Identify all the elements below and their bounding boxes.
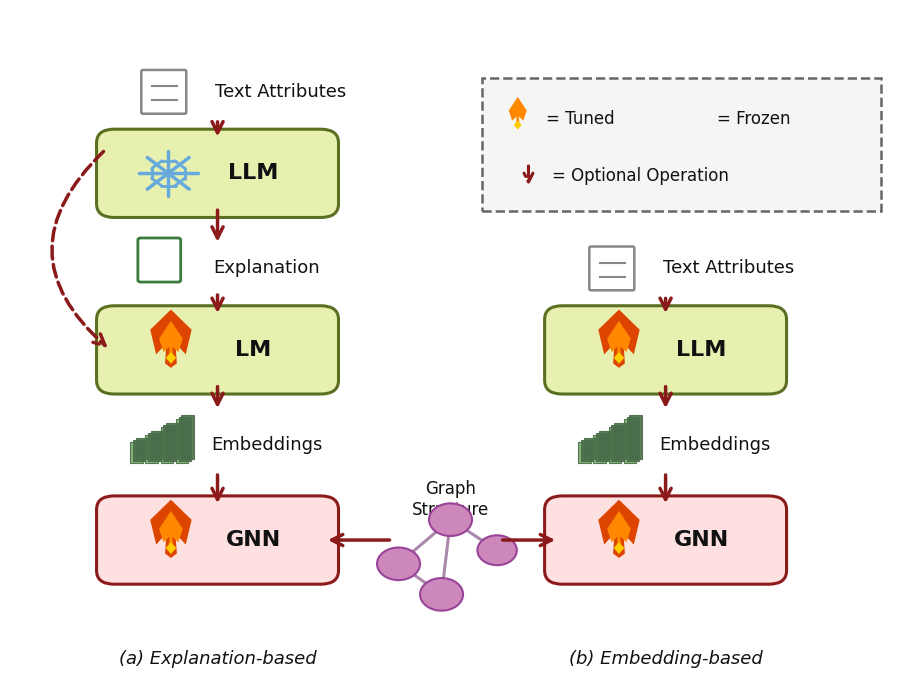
Text: LLM: LLM [676,340,726,360]
FancyBboxPatch shape [146,435,158,463]
FancyBboxPatch shape [609,428,622,463]
FancyBboxPatch shape [630,415,642,459]
Polygon shape [166,352,177,364]
FancyBboxPatch shape [178,417,191,461]
Circle shape [478,535,517,565]
Text: GNN: GNN [226,530,281,550]
Polygon shape [607,511,631,554]
Polygon shape [598,500,640,558]
FancyBboxPatch shape [130,442,143,463]
FancyArrowPatch shape [52,152,105,346]
Circle shape [420,578,463,611]
FancyBboxPatch shape [590,247,634,290]
FancyBboxPatch shape [141,70,187,114]
FancyBboxPatch shape [133,440,146,461]
Text: Embeddings: Embeddings [211,436,322,454]
FancyBboxPatch shape [151,431,163,459]
FancyBboxPatch shape [181,415,194,459]
Text: = Frozen: = Frozen [717,110,790,128]
Text: Text Attributes: Text Attributes [662,259,794,277]
FancyBboxPatch shape [544,496,786,584]
Text: (b) Embedding-based: (b) Embedding-based [569,650,763,668]
Polygon shape [509,97,527,129]
Text: (a) Explanation-based: (a) Explanation-based [118,650,317,668]
FancyBboxPatch shape [161,428,173,463]
FancyBboxPatch shape [583,438,596,459]
Polygon shape [502,89,533,132]
FancyBboxPatch shape [148,433,161,461]
Polygon shape [607,321,631,363]
Polygon shape [613,543,624,554]
Text: Text Attributes: Text Attributes [215,83,346,101]
FancyBboxPatch shape [136,438,148,459]
FancyBboxPatch shape [163,426,176,461]
Polygon shape [514,121,521,130]
Text: = Optional Operation: = Optional Operation [551,167,729,185]
FancyBboxPatch shape [482,78,881,211]
Text: = Tuned: = Tuned [546,110,615,128]
FancyBboxPatch shape [176,419,188,463]
FancyBboxPatch shape [138,238,181,282]
FancyBboxPatch shape [96,496,339,584]
FancyBboxPatch shape [627,417,639,461]
FancyBboxPatch shape [593,435,606,463]
Circle shape [429,503,472,536]
FancyBboxPatch shape [544,306,786,394]
Text: GNN: GNN [673,530,729,550]
Polygon shape [150,310,192,368]
Polygon shape [598,310,640,368]
FancyBboxPatch shape [612,426,624,461]
Polygon shape [613,352,624,364]
Text: Explanation: Explanation [214,259,320,277]
FancyBboxPatch shape [596,433,609,461]
Polygon shape [150,500,192,558]
FancyBboxPatch shape [96,129,339,218]
FancyBboxPatch shape [599,431,612,459]
FancyBboxPatch shape [166,423,178,459]
Polygon shape [159,321,183,363]
FancyBboxPatch shape [578,442,591,463]
FancyBboxPatch shape [581,440,593,461]
Text: LLM: LLM [228,164,278,184]
FancyBboxPatch shape [624,419,636,463]
Text: Graph
Structure: Graph Structure [412,480,490,518]
Polygon shape [166,543,177,554]
Circle shape [377,547,420,580]
FancyBboxPatch shape [614,423,627,459]
Text: LM: LM [236,340,271,360]
Text: Embeddings: Embeddings [659,436,771,454]
Polygon shape [159,511,183,554]
FancyBboxPatch shape [96,306,339,394]
